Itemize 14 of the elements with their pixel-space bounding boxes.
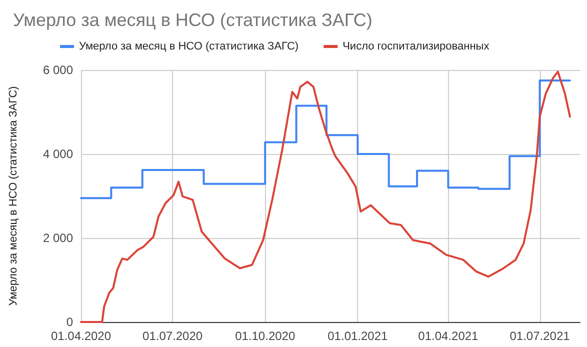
y-tick-label: 6 000 xyxy=(42,63,74,77)
y-tick-label: 0 xyxy=(66,315,74,329)
x-tick-label: 01.10.2020 xyxy=(235,329,296,343)
legend-label: Умерло за месяц в НСО (статистика ЗАГС) xyxy=(79,40,299,52)
x-tick-label: 01.04.2020 xyxy=(50,329,112,343)
y-tick-label: 2 000 xyxy=(42,231,74,245)
chart-title: Умерло за месяц в НСО (статистика ЗАГС) xyxy=(13,10,372,30)
y-axis-title: Умерло за месяц в НСО (статистика ЗАГС) xyxy=(8,86,20,306)
x-tick-label: 01.01.2021 xyxy=(328,329,388,343)
y-tick-label: 4 000 xyxy=(42,147,74,161)
x-tick-label: 01.07.2020 xyxy=(142,329,203,343)
legend-label: Число госпитализированных xyxy=(342,40,490,52)
x-tick-label: 01.07.2021 xyxy=(510,329,570,343)
x-tick-label: 01.04.2021 xyxy=(418,329,479,343)
